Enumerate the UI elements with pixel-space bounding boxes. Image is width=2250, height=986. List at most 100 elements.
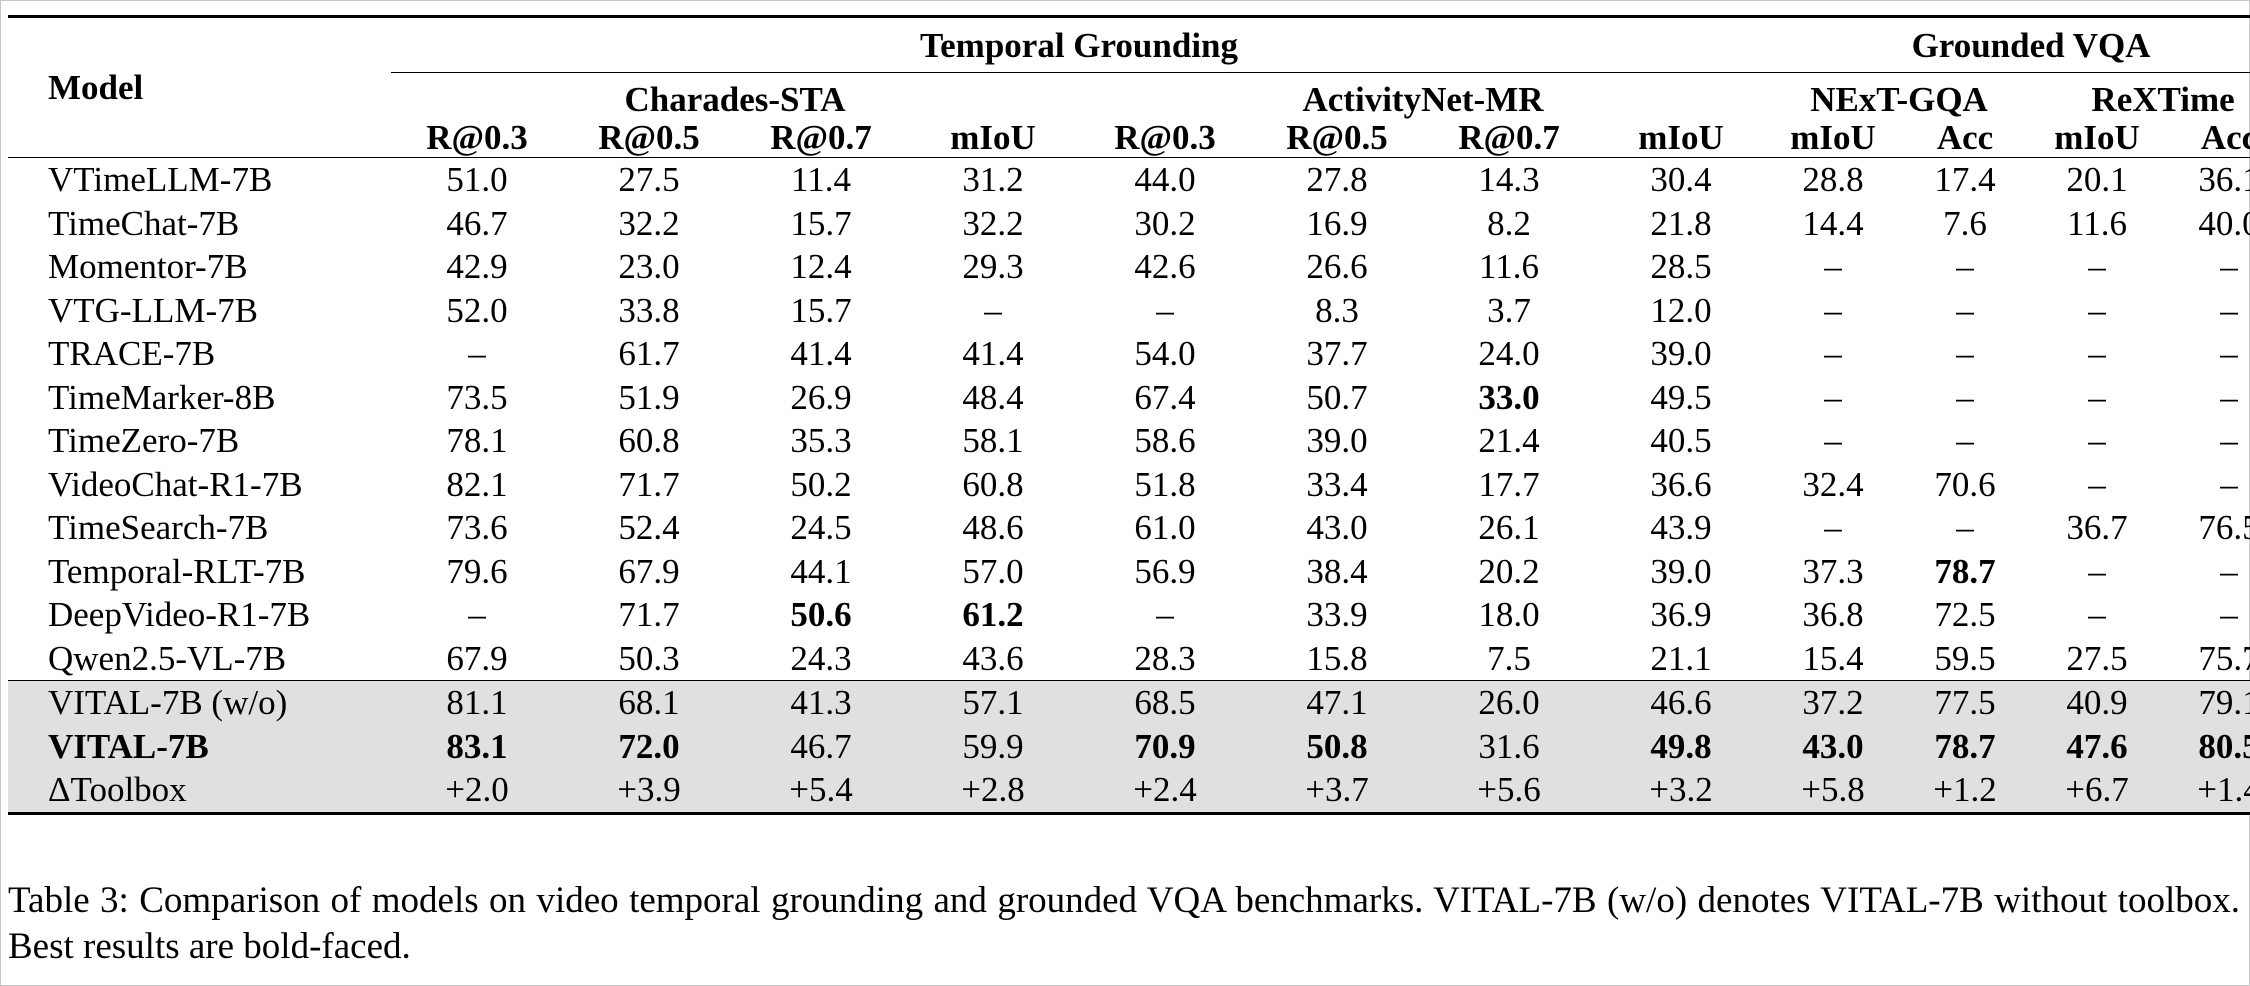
value-cell: 60.8 bbox=[962, 464, 1024, 504]
value-cell: 37.2 bbox=[1767, 680, 1900, 725]
table-row: VTimeLLM-7B 51.0 27.5 11.4 31.2 44.0 27.8 14.3 3… bbox=[8, 158, 2250, 202]
model-name-cell: Momentor-7B bbox=[48, 247, 248, 287]
dataset-charades-sta: Charades-STA bbox=[624, 80, 846, 119]
value-cell: 32.2 bbox=[962, 203, 1024, 243]
value-cell: 32.4 bbox=[1802, 464, 1864, 504]
value-cell: 41.4 bbox=[790, 334, 852, 374]
value-cell: 78.1 bbox=[446, 421, 508, 461]
baseline-rows: VTimeLLM-7B 51.0 27.5 11.4 31.2 44.0 27.8 14.3 3… bbox=[8, 158, 2250, 681]
table-row: VITAL-7B 83.1 72.0 46.7 59.9 70.9 50.8 31.6 49.8… bbox=[8, 724, 2250, 768]
metric-header: mIoU bbox=[1790, 117, 1876, 157]
value-cell: – bbox=[1956, 247, 1974, 287]
value-cell: – bbox=[1956, 508, 1974, 548]
value-cell: 49.5 bbox=[1650, 377, 1712, 417]
value-cell: 57.0 bbox=[962, 551, 1024, 591]
value-cell: +6.7 bbox=[2031, 768, 2164, 815]
value-cell: 30.2 bbox=[1134, 203, 1196, 243]
table-row: DeepVideo-R1-7B – 71.7 50.6 61.2 – 33.9 18.0 36.… bbox=[8, 593, 2250, 637]
value-cell: 7.5 bbox=[1487, 638, 1531, 678]
value-cell: 50.8 bbox=[1251, 724, 1423, 768]
value-cell: +3.9 bbox=[563, 768, 735, 815]
value-cell: +5.4 bbox=[735, 768, 907, 815]
metric-header: R@0.3 bbox=[426, 117, 528, 157]
value-cell: 11.6 bbox=[1479, 247, 1539, 287]
value-cell: 15.7 bbox=[790, 290, 852, 330]
value-cell: 70.9 bbox=[1079, 724, 1251, 768]
value-cell: 28.8 bbox=[1802, 160, 1864, 200]
value-cell: 60.8 bbox=[618, 421, 680, 461]
value-cell: – bbox=[1956, 421, 1974, 461]
value-cell: 46.6 bbox=[1595, 680, 1768, 725]
value-cell: 40.5 bbox=[1650, 421, 1712, 461]
value-cell: 75.7 bbox=[2198, 638, 2250, 678]
value-cell: 43.9 bbox=[1650, 508, 1712, 548]
table-row: TimeSearch-7B 73.6 52.4 24.5 48.6 61.0 43.0 26.… bbox=[8, 506, 2250, 550]
value-cell: 33.8 bbox=[618, 290, 680, 330]
metric-header: Acc bbox=[1936, 117, 1994, 157]
metric-header: R@0.3 bbox=[1114, 117, 1216, 157]
header-metric-row: R@0.3 R@0.5 R@0.7 mIoU R@0.3 R@0.5 R@0.7… bbox=[8, 117, 2250, 158]
value-cell: 44.1 bbox=[790, 551, 852, 591]
value-cell: +2.0 bbox=[391, 768, 563, 815]
value-cell: 48.4 bbox=[962, 377, 1024, 417]
header-group-row: Model Temporal Grounding Grounded VQA bbox=[8, 16, 2250, 105]
value-cell: 3.7 bbox=[1487, 290, 1531, 330]
value-cell: 27.8 bbox=[1306, 160, 1368, 200]
table-row: TimeChat-7B 46.7 32.2 15.7 32.2 30.2 16.9 8.2 21… bbox=[8, 202, 2250, 246]
value-cell: – bbox=[2220, 247, 2238, 287]
value-cell: 43.0 bbox=[1767, 724, 1900, 768]
value-cell: – bbox=[2088, 551, 2106, 591]
value-cell: 17.4 bbox=[1934, 160, 1996, 200]
value-cell: 78.7 bbox=[1934, 551, 1996, 591]
metric-header: R@0.5 bbox=[598, 117, 700, 157]
value-cell: 68.1 bbox=[563, 680, 735, 725]
value-cell: 29.3 bbox=[962, 247, 1024, 287]
value-cell: 47.6 bbox=[2031, 724, 2164, 768]
value-cell: 17.7 bbox=[1478, 464, 1540, 504]
results-table: Model Temporal Grounding Grounded VQA Ch… bbox=[8, 15, 2250, 815]
value-cell: – bbox=[468, 595, 486, 635]
value-cell: 36.7 bbox=[2066, 508, 2128, 548]
value-cell: 36.1 bbox=[2198, 160, 2250, 200]
value-cell: 41.3 bbox=[735, 680, 907, 725]
value-cell: 32.2 bbox=[618, 203, 680, 243]
value-cell: 58.6 bbox=[1134, 421, 1196, 461]
table-row: TRACE-7B – 61.7 41.4 41.4 54.0 37.7 24.0 39.0 – – –… bbox=[8, 332, 2250, 376]
model-name-cell: VITAL-7B (w/o) bbox=[8, 680, 391, 725]
value-cell: 50.7 bbox=[1306, 377, 1368, 417]
value-cell: 40.9 bbox=[2031, 680, 2164, 725]
table-row: TimeZero-7B 78.1 60.8 35.3 58.1 58.6 39.0 21.4 4… bbox=[8, 419, 2250, 463]
value-cell: 46.7 bbox=[735, 724, 907, 768]
value-cell: +3.2 bbox=[1595, 768, 1768, 815]
value-cell: 15.8 bbox=[1306, 638, 1368, 678]
model-name-cell: VTG-LLM-7B bbox=[48, 290, 258, 330]
value-cell: 42.6 bbox=[1134, 247, 1196, 287]
value-cell: 54.0 bbox=[1134, 334, 1196, 374]
model-name-cell: TimeMarker-8B bbox=[48, 377, 276, 417]
metric-header: Acc bbox=[2200, 117, 2250, 157]
table-row: VideoChat-R1-7B 82.1 71.7 50.2 60.8 51.8 33.4 1… bbox=[8, 463, 2250, 507]
value-cell: – bbox=[1824, 377, 1842, 417]
table-row: Momentor-7B 42.9 23.0 12.4 29.3 42.6 26.6 11.6 2… bbox=[8, 245, 2250, 289]
value-cell: – bbox=[2088, 377, 2106, 417]
value-cell: 11.6 bbox=[2067, 203, 2127, 243]
value-cell: 59.5 bbox=[1934, 638, 1996, 678]
model-name-cell: DeepVideo-R1-7B bbox=[48, 595, 311, 635]
value-cell: 42.9 bbox=[446, 247, 508, 287]
value-cell: 67.4 bbox=[1134, 377, 1196, 417]
value-cell: 44.0 bbox=[1134, 160, 1196, 200]
value-cell: 71.7 bbox=[618, 595, 680, 635]
value-cell: 8.3 bbox=[1315, 290, 1359, 330]
value-cell: – bbox=[2220, 377, 2238, 417]
value-cell: 30.4 bbox=[1650, 160, 1712, 200]
value-cell: – bbox=[1956, 377, 1974, 417]
table-row: ΔToolbox +2.0 +3.9 +5.4 +2.8 +2.4 +3.7 +5.6 +3.2… bbox=[8, 768, 2250, 815]
value-cell: 48.6 bbox=[962, 508, 1024, 548]
model-name-cell: TimeChat-7B bbox=[48, 203, 240, 243]
value-cell: +2.4 bbox=[1079, 768, 1251, 815]
value-cell: – bbox=[2088, 334, 2106, 374]
model-name-cell: TimeSearch-7B bbox=[48, 508, 269, 548]
value-cell: 72.0 bbox=[563, 724, 735, 768]
value-cell: 15.4 bbox=[1802, 638, 1864, 678]
value-cell: 27.5 bbox=[618, 160, 680, 200]
